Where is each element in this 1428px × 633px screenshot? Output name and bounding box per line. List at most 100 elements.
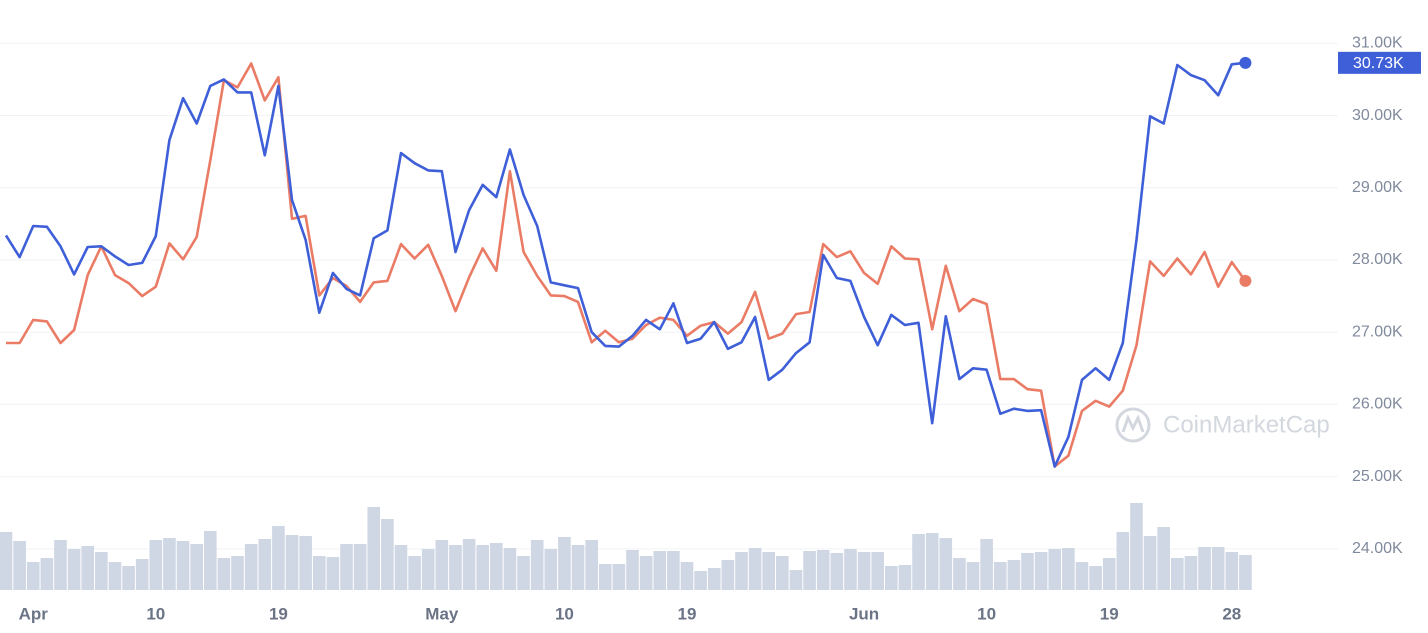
volume-bar [871, 552, 884, 590]
volume-bar [244, 544, 258, 590]
volume-bar [898, 565, 912, 590]
volume-bar [231, 556, 244, 590]
volume-bar [776, 556, 789, 590]
volume-bar [571, 545, 585, 590]
volume-bar [1116, 532, 1130, 590]
last-point [1239, 274, 1252, 287]
volume-bar [1048, 549, 1062, 590]
volume-bar [1239, 555, 1252, 590]
volume-bar [326, 557, 340, 590]
volume-bar [462, 539, 476, 590]
volume-bar [830, 553, 844, 590]
volume-bar [204, 531, 217, 590]
volume-bar [503, 548, 517, 590]
volume-bar [626, 550, 639, 590]
volume-bar [707, 568, 721, 590]
volume-bar [340, 544, 353, 590]
y-tick-label: 30.00K [1352, 107, 1403, 124]
y-tick-label: 24.00K [1352, 540, 1403, 557]
volume-bar [912, 534, 925, 590]
price-line [6, 62, 1247, 468]
volume-bar [149, 540, 163, 590]
volume-bar [476, 545, 489, 590]
volume-bar [816, 550, 830, 590]
volume-bar [353, 544, 367, 590]
volume-bar [108, 562, 122, 590]
volume-bar [1062, 548, 1075, 590]
volume-bar [844, 549, 857, 590]
volume-bar [1075, 562, 1089, 590]
volume-bar [639, 556, 653, 590]
volume-bar [163, 538, 176, 590]
volume-bar [585, 540, 598, 590]
volume-bar [748, 548, 762, 590]
volume-bar [190, 544, 203, 590]
x-tick-label: 10 [977, 604, 996, 623]
volume-bar [381, 519, 394, 590]
volume-bar [1143, 536, 1157, 590]
volume-bar [939, 538, 953, 590]
volume-bar [925, 533, 939, 590]
volume-bar [95, 552, 108, 590]
volume-bar [558, 537, 571, 590]
x-tick-label: Apr [19, 604, 49, 623]
volume-bar [285, 535, 299, 590]
x-tick-label: 28 [1222, 604, 1241, 623]
volume-bar [1007, 560, 1021, 590]
y-tick-label: 27.00K [1352, 323, 1403, 340]
volume-bar [394, 545, 408, 590]
volume-bar [1157, 527, 1170, 590]
volume-bar [993, 562, 1007, 590]
x-tick-label: 10 [555, 604, 574, 623]
volume-bar [0, 532, 13, 590]
volume-bar [1198, 547, 1211, 590]
y-tick-label: 28.00K [1352, 251, 1403, 268]
volume-bar [612, 564, 626, 590]
x-tick-label: 19 [1100, 604, 1119, 623]
x-tick-label: 19 [678, 604, 697, 623]
volume-bar [680, 562, 694, 590]
volume-bar [598, 564, 612, 590]
volume-bar [67, 549, 81, 590]
watermark: CoinMarketCap [1163, 411, 1330, 438]
volume-bar [1021, 553, 1034, 590]
y-tick-label: 31.00K [1352, 35, 1403, 52]
x-tick-label: 10 [146, 604, 165, 623]
price-tag [1338, 51, 1421, 74]
x-tick-label: 19 [269, 604, 288, 623]
watermark-logo [1115, 407, 1151, 443]
volume-bar [966, 562, 980, 590]
volume-bar [135, 559, 149, 590]
volume-bar [81, 546, 95, 590]
volume-bar [258, 539, 272, 590]
y-tick-label: 25.00K [1352, 468, 1403, 485]
volume-bar [885, 566, 898, 590]
volume-bar [544, 549, 558, 590]
volume-bar [367, 507, 381, 590]
volume-bar [490, 543, 503, 590]
volume-bar [953, 558, 966, 590]
volume-bar [1225, 552, 1239, 590]
volume-bar [517, 556, 530, 590]
volume-bar [26, 562, 40, 590]
volume-bar [176, 541, 190, 590]
volume-bar [1130, 503, 1143, 590]
volume-bar [54, 540, 67, 590]
volume-bar [299, 536, 312, 590]
volume-bar [789, 570, 803, 590]
volume-bar [1102, 558, 1116, 590]
volume-bar [653, 551, 667, 590]
volume-bar [857, 552, 871, 590]
x-tick-label: May [425, 604, 459, 623]
volume-bar [1171, 558, 1184, 590]
volume-bar [435, 540, 449, 590]
volume-bar [312, 556, 326, 590]
volume-bar [217, 558, 231, 590]
volume-bar [1184, 556, 1198, 590]
last-point [1239, 56, 1252, 69]
volume-bar [694, 571, 707, 590]
volume-bar [762, 552, 776, 590]
price-tag-label: 30.73K [1353, 55, 1404, 72]
volume-bar [40, 558, 54, 590]
